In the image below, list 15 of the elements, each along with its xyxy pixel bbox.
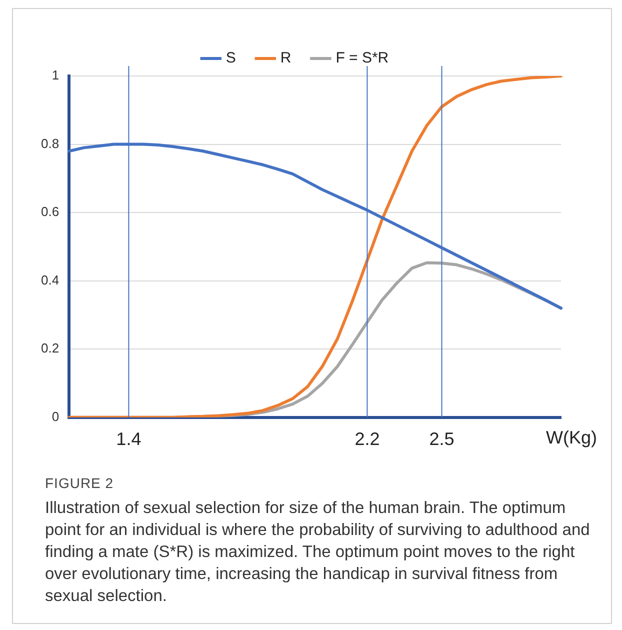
x-tick-label: 2.2 — [354, 429, 380, 450]
x-tick-label: 1.4 — [116, 429, 142, 450]
caption: FIGURE 2 — [45, 475, 115, 491]
legend-label: F = S*R — [336, 50, 389, 67]
y-tick-label: 0 — [52, 408, 60, 424]
y-tick-label: 0.4 — [40, 272, 60, 288]
y-tick-label: 0.2 — [40, 340, 60, 356]
y-tick-label: 0.8 — [40, 136, 60, 151]
x-axis-title: W(Kg) — [546, 427, 597, 448]
x-tick-label: 2.5 — [429, 429, 454, 450]
legend-label: S — [226, 50, 236, 67]
legend-label: R — [280, 50, 292, 67]
y-tick-label: 1 — [52, 68, 60, 83]
y-tick-label: 0.6 — [40, 204, 60, 220]
text: Illustration of sexual selection for size of the human brain. The optimum point for an individual is where the probability of surviving to adulthood and finding a mate (S*R) is maximized. The optimum point moves to the right over evolutionary time, increasing the handicap in survival fitness from sexual selection. — [45, 498, 591, 607]
